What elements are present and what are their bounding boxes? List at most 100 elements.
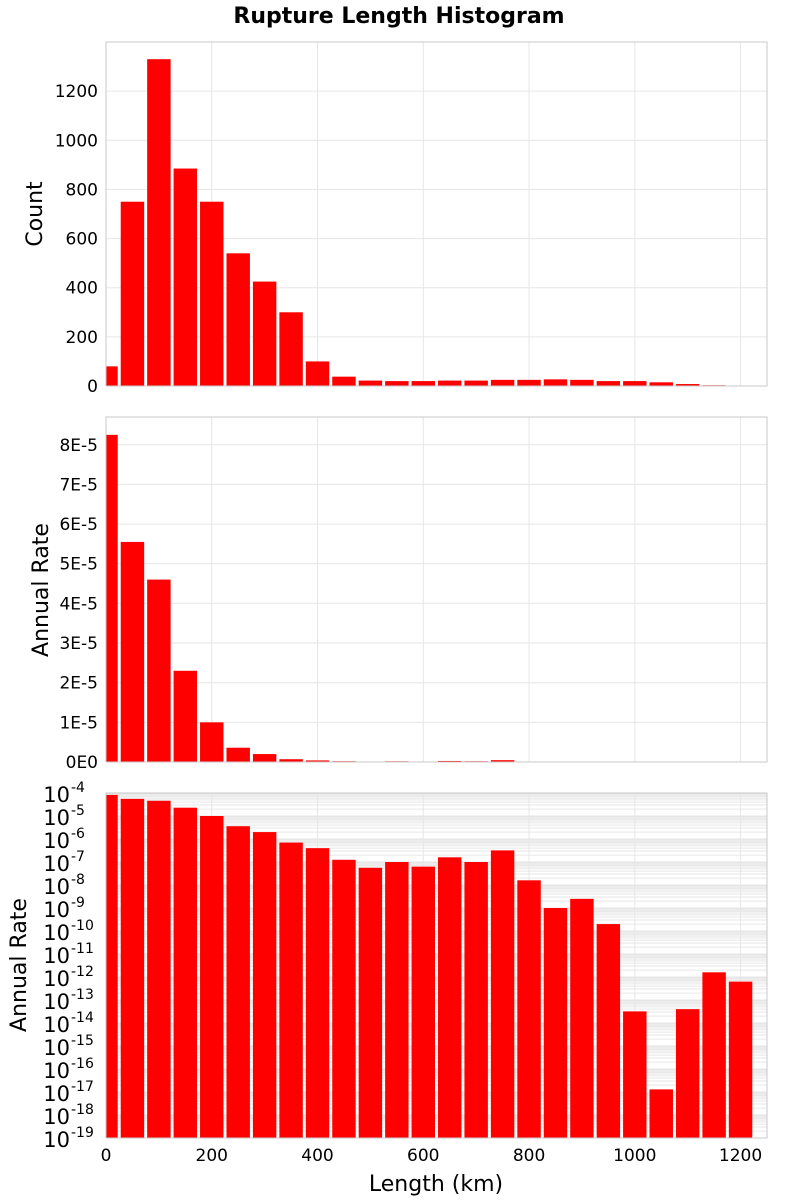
histogram-bar	[675, 384, 700, 386]
y-tick-label: 0	[87, 377, 98, 397]
histogram-bar	[385, 862, 409, 1138]
plot-frame	[105, 792, 768, 1139]
y-tick-label: 10	[43, 1105, 70, 1129]
y-tick-exponent: -8	[71, 872, 85, 888]
y-tick-exponent: -4	[71, 780, 85, 796]
y-tick-label: 10	[43, 1082, 70, 1106]
x-tick-label: 800	[513, 1146, 545, 1166]
x-tick-label: 1000	[613, 1146, 656, 1166]
histogram-bar	[438, 760, 462, 762]
y-tick-exponent: -14	[71, 1010, 94, 1026]
histogram-bar	[623, 1011, 647, 1138]
histogram-bar	[596, 924, 621, 1138]
y-tick-label: 10	[43, 829, 70, 853]
y-tick-label: 10	[43, 875, 70, 899]
histogram-bar	[305, 760, 330, 762]
histogram-bar	[305, 848, 330, 1138]
y-tick-label: 400	[66, 279, 98, 299]
plot-frame	[105, 41, 768, 387]
histogram-bar	[517, 880, 541, 1138]
x-tick-label: 200	[196, 1146, 228, 1166]
histogram-bar	[332, 376, 356, 386]
y-tick-exponent: -12	[71, 964, 94, 980]
histogram-bar	[649, 382, 673, 386]
y-tick-label: 0E0	[66, 753, 98, 773]
y-tick-label: 200	[66, 328, 98, 348]
histogram-bar	[120, 201, 145, 386]
x-tick-label: 1200	[719, 1146, 762, 1166]
x-tick-label: 600	[407, 1146, 439, 1166]
y-tick-label: 10	[43, 852, 70, 876]
histogram-bar	[226, 253, 250, 386]
histogram-bar	[438, 380, 462, 386]
y-tick-label: 600	[66, 230, 98, 250]
y-tick-exponent: -17	[71, 1079, 94, 1095]
y-tick-label: 10	[43, 967, 70, 991]
histogram-bar	[279, 312, 303, 386]
y-tick-label: 10	[43, 783, 70, 807]
y-tick-label: 10	[43, 898, 70, 922]
histogram-bar	[649, 1089, 673, 1138]
histogram-bar	[252, 832, 277, 1138]
histogram-bar	[173, 670, 198, 762]
y-tick-label: 10	[43, 990, 70, 1014]
histogram-bar	[200, 201, 224, 386]
histogram-bar	[106, 794, 118, 1138]
histogram-bar	[543, 379, 568, 386]
y-tick-label: 4E-5	[59, 594, 98, 614]
y-tick-exponent: -7	[71, 849, 85, 865]
y-tick-exponent: -5	[71, 803, 85, 819]
histogram-bar	[543, 908, 568, 1138]
y-tick-label: 10	[43, 1013, 70, 1037]
histogram-bar	[106, 434, 118, 762]
y-tick-label: 10	[43, 1059, 70, 1083]
histogram-bar	[728, 981, 753, 1138]
histogram-bar	[702, 972, 726, 1138]
histogram-bar	[623, 381, 647, 386]
histogram-bar	[358, 380, 383, 386]
histogram-bar	[147, 800, 171, 1138]
histogram-bar	[226, 826, 250, 1138]
x-tick-label: 0	[101, 1146, 112, 1166]
histogram-bar	[120, 541, 145, 762]
histogram-bar	[305, 361, 330, 386]
histogram-bar	[106, 366, 118, 386]
x-axis-label: Length (km)	[369, 1172, 503, 1197]
histogram-bar	[200, 722, 224, 762]
histogram-bar	[411, 381, 435, 386]
histogram-bar	[147, 579, 171, 762]
histogram-bar	[411, 866, 435, 1138]
y-tick-label: 7E-5	[59, 475, 98, 495]
histogram-bar	[332, 859, 356, 1138]
histogram-bar	[173, 168, 198, 386]
plot-frame	[105, 416, 768, 763]
y-tick-label: 10	[43, 1036, 70, 1060]
y-axis-label: Count	[23, 181, 48, 247]
histogram-bar	[464, 380, 488, 386]
histogram-bar	[279, 842, 303, 1138]
y-tick-label: 10	[43, 921, 70, 945]
histogram-bar	[490, 850, 515, 1138]
y-tick-exponent: -9	[71, 895, 85, 911]
y-tick-label: 800	[66, 180, 98, 200]
y-tick-label: 8E-5	[59, 436, 98, 456]
histogram-bar	[252, 754, 277, 762]
y-tick-exponent: -6	[71, 826, 85, 842]
histogram-bar	[570, 898, 594, 1138]
histogram-bar	[173, 807, 198, 1138]
histogram-bar	[200, 816, 224, 1138]
y-tick-label: 10	[43, 1128, 70, 1152]
y-tick-exponent: -16	[71, 1056, 94, 1072]
y-tick-exponent: -11	[71, 941, 94, 957]
y-tick-label: 3E-5	[59, 634, 98, 654]
y-tick-label: 1000	[55, 131, 98, 151]
histogram-bar	[147, 59, 171, 386]
y-tick-label: 10	[43, 944, 70, 968]
histogram-bar	[279, 759, 303, 762]
histogram-bar	[490, 379, 515, 386]
panel-2: 0E0 1E-5 2E-5 3E-5 4E-5 5E-5 6E-5 7E-5 8E-5 Annua…	[29, 416, 768, 773]
y-tick-exponent: -10	[71, 918, 94, 934]
y-tick-label: 10	[43, 806, 70, 830]
